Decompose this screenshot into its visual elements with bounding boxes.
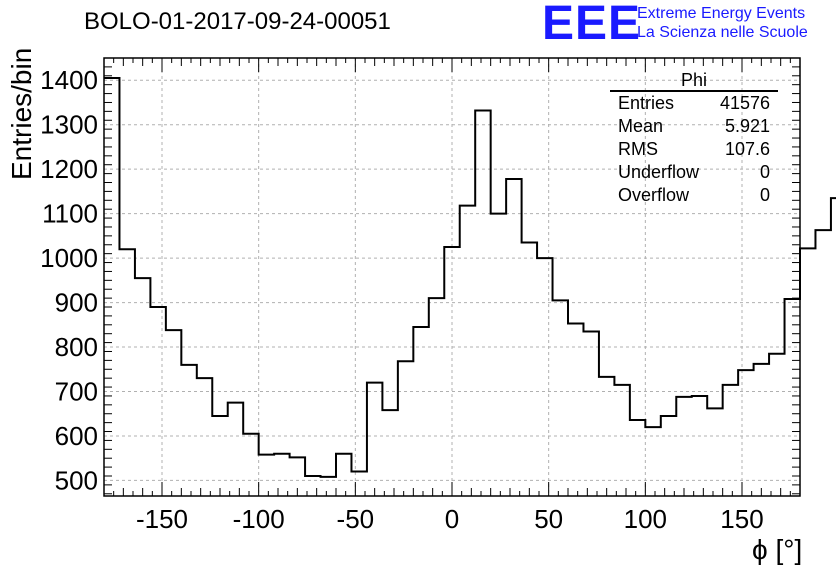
- y-tick-label: 600: [55, 421, 98, 451]
- histogram-bin: [398, 361, 413, 496]
- histogram-bin: [568, 323, 583, 496]
- y-tick-label: 1100: [42, 199, 98, 229]
- histogram-bin: [491, 214, 506, 496]
- x-tick-label: -150: [136, 504, 188, 534]
- histogram-bin: [259, 455, 274, 496]
- stats-key: Mean: [618, 116, 664, 136]
- y-tick-label: 1000: [40, 243, 98, 273]
- stats-row-mean: Mean 5.921: [610, 115, 778, 138]
- stats-box: Phi Entries 41576 Mean 5.921 RMS 107.6 U…: [610, 70, 778, 207]
- histogram-bin: [475, 110, 490, 496]
- x-tick-label: -100: [233, 504, 285, 534]
- histogram-bin: [723, 385, 738, 496]
- eee-logo-text: Extreme Energy Events La Scienza nelle S…: [637, 4, 808, 42]
- x-tick-label: 150: [720, 504, 763, 534]
- logo-line-2: La Scienza nelle Scuole: [637, 24, 808, 41]
- histogram-bin: [460, 206, 475, 496]
- histogram-bin: [181, 365, 196, 496]
- histogram-bin: [614, 385, 629, 496]
- histogram-bin: [645, 427, 660, 496]
- y-tick-label: 1400: [40, 65, 98, 95]
- x-tick-label: 100: [624, 504, 667, 534]
- histogram-bin: [522, 243, 537, 496]
- y-tick-label: 800: [55, 332, 98, 362]
- histogram-bin: [630, 420, 645, 496]
- histogram-bin: [692, 396, 707, 496]
- chart-title: BOLO-01-2017-09-24-00051: [84, 8, 391, 35]
- histogram-bin: [336, 454, 351, 496]
- eee-logo-mark: EEE: [542, 0, 642, 50]
- y-tick-label: 1200: [40, 154, 98, 184]
- y-tick-label: 700: [55, 377, 98, 407]
- histogram-bin: [553, 300, 568, 496]
- histogram-bin: [382, 410, 397, 496]
- histogram-bin: [831, 198, 836, 496]
- stats-row-rms: RMS 107.6: [610, 138, 778, 161]
- histogram-step-line: [104, 77, 836, 478]
- histogram-bin: [197, 378, 212, 496]
- y-tick-label: 900: [55, 288, 98, 318]
- histogram-bin: [815, 230, 830, 496]
- histogram-bin: [212, 416, 227, 496]
- stats-key: Entries: [618, 93, 675, 113]
- histogram-bin: [754, 364, 769, 496]
- histogram-bin: [274, 454, 289, 496]
- histogram-bin: [413, 327, 428, 496]
- histogram-bin: [150, 307, 165, 496]
- histogram-bin: [228, 403, 243, 496]
- histogram-bin: [104, 78, 119, 496]
- x-tick-label: 0: [445, 504, 459, 534]
- stats-value: 41576: [719, 93, 770, 113]
- histogram-bin: [800, 248, 815, 496]
- histogram-bin: [738, 370, 753, 496]
- x-tick-label: -50: [337, 504, 375, 534]
- stats-value: 0: [759, 162, 770, 182]
- logo-line-1: Extreme Energy Events: [637, 5, 806, 22]
- histogram-bin: [321, 477, 336, 496]
- histogram-bin: [537, 258, 552, 496]
- y-axis-label: Entries/bin: [6, 47, 37, 180]
- y-tick-label: 500: [55, 465, 98, 495]
- stats-value: 5.921: [724, 116, 770, 136]
- histogram-bin: [676, 397, 691, 496]
- stats-row-underflow: Underflow 0: [610, 161, 778, 184]
- histogram-bin: [429, 298, 444, 496]
- stats-key: RMS: [618, 139, 658, 159]
- stats-row-overflow: Overflow 0: [610, 184, 778, 207]
- histogram-bin: [506, 179, 521, 496]
- histogram-bin: [599, 377, 614, 496]
- x-tick-label: 50: [534, 504, 563, 534]
- histogram-bin: [707, 408, 722, 496]
- histogram-bin: [135, 278, 150, 496]
- stats-key: Underflow: [618, 162, 700, 182]
- histogram-bin: [119, 249, 134, 496]
- stats-value: 107.6: [724, 139, 770, 159]
- stats-row-entries: Entries 41576: [610, 92, 778, 115]
- stats-key: Overflow: [618, 185, 690, 205]
- histogram-bin: [661, 416, 676, 496]
- histogram-bin: [166, 330, 181, 496]
- histogram-bin: [367, 383, 382, 496]
- histogram-bin: [785, 299, 800, 496]
- stats-value: 0: [759, 185, 770, 205]
- histogram-bin: [769, 354, 784, 496]
- x-axis-label: ϕ [°]: [752, 534, 803, 565]
- y-tick-label: 1300: [40, 110, 98, 140]
- histogram-bin: [444, 247, 459, 496]
- stats-title: Phi: [610, 70, 778, 92]
- histogram-bin: [243, 434, 258, 496]
- histogram-bin: [583, 331, 598, 496]
